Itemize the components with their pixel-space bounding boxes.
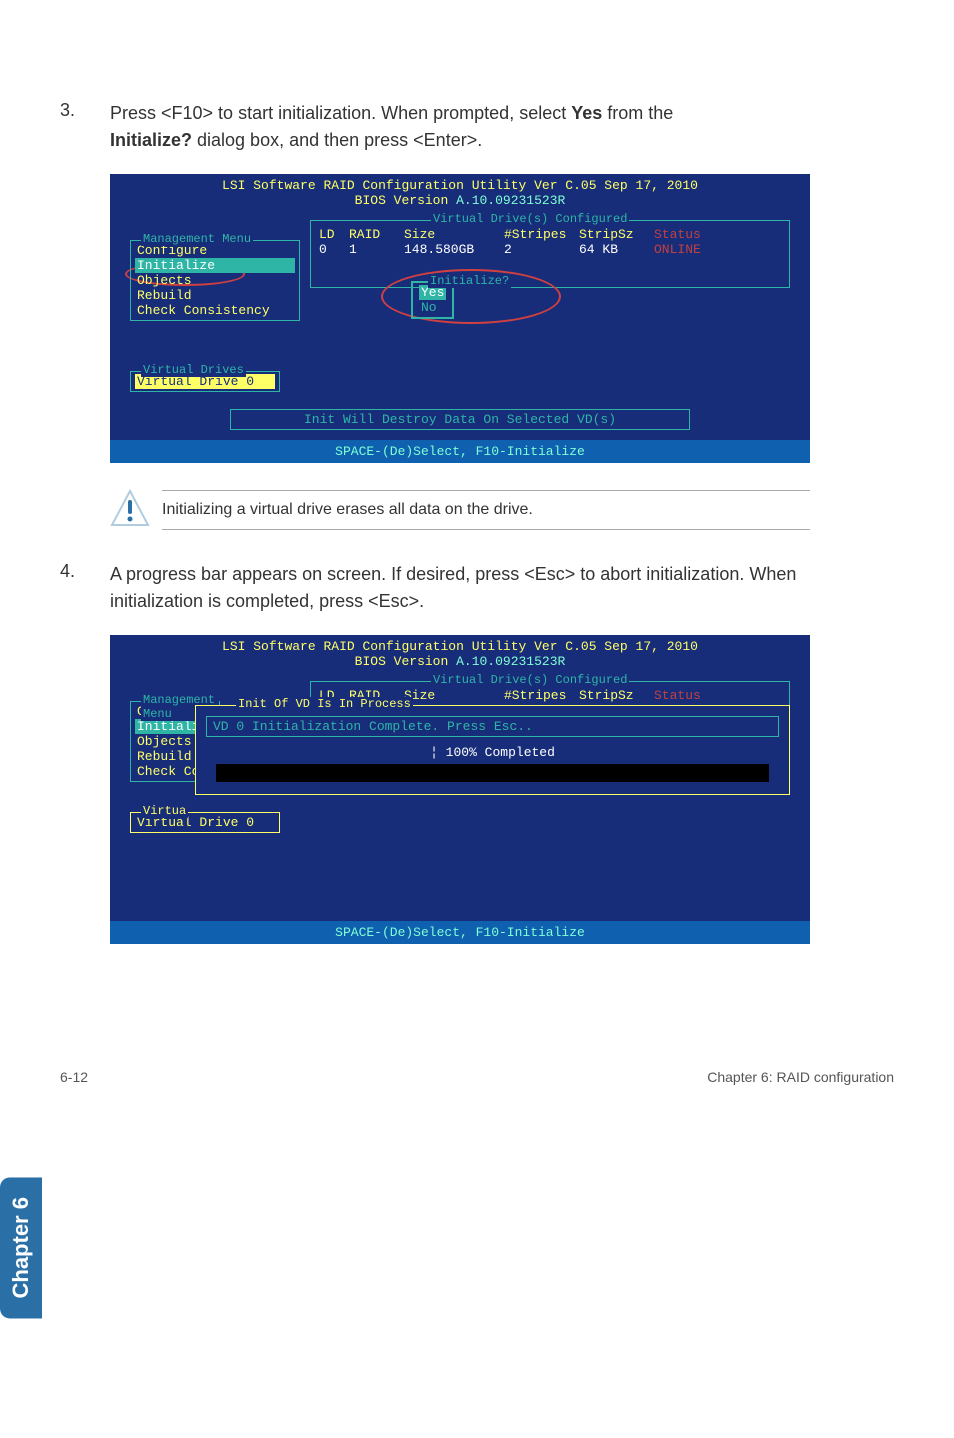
th-status: Status: [654, 688, 724, 703]
menu-item-rebuild[interactable]: Rebuild: [135, 288, 295, 303]
step-3: 3. Press <F10> to start initialization. …: [60, 100, 894, 154]
th-stripes: #Stripes: [504, 688, 579, 703]
bios-footer: SPACE-(De)Select, F10-Initialize: [110, 921, 810, 944]
text: dialog box, and then press <Enter>.: [192, 130, 482, 150]
th-stripsz: StripSz: [579, 688, 654, 703]
text-bold: Yes: [571, 103, 602, 123]
page-footer: 6-12 Chapter 6: RAID configuration: [0, 1009, 954, 1105]
th-stripsz: StripSz: [579, 227, 654, 242]
bios-version-value: A.10.09231523R: [456, 654, 565, 669]
vd-table: Virtual Drive(s) Configured LD RAID Size…: [310, 220, 790, 288]
dialog-option-no[interactable]: No: [419, 300, 446, 315]
bios-version-label: BIOS Version: [355, 193, 456, 208]
menu-item-check-consistency[interactable]: Check Consistency: [135, 303, 295, 318]
init-process-box: Init Of VD Is In Process VD 0 Initializa…: [195, 705, 790, 795]
virtual-drives-box: Virtual Drives Virtual Drive 0: [130, 371, 280, 392]
step-4: 4. A progress bar appears on screen. If …: [60, 561, 894, 615]
chapter-label: Chapter 6: RAID configuration: [707, 1069, 894, 1085]
td-stripes: 2: [504, 242, 579, 257]
table-header-row: LD RAID Size #Stripes StripSz Status: [319, 227, 781, 242]
table-caption: Virtual Drive(s) Configured: [431, 673, 629, 687]
th-raid: RAID: [349, 227, 404, 242]
step-number: 4.: [60, 561, 110, 615]
menu-title: Management Menu: [141, 232, 253, 246]
bios-screenshot-1: LSI Software RAID Configuration Utility …: [110, 174, 810, 463]
management-menu: Management Menu Configure Initialize Obj…: [130, 240, 300, 321]
td-stripsz: 64 KB: [579, 242, 654, 257]
th-size: Size: [404, 688, 504, 703]
th-stripes: #Stripes: [504, 227, 579, 242]
virtual-drives-box: Virtua Virtual Drive 0: [130, 812, 280, 833]
step-text: Press <F10> to start initialization. Whe…: [110, 100, 894, 154]
bios-header: LSI Software RAID Configuration Utility …: [110, 635, 810, 671]
virtual-drives-title: Virtual Drives: [141, 363, 246, 377]
th-status: Status: [654, 227, 724, 242]
bios-header: LSI Software RAID Configuration Utility …: [110, 174, 810, 210]
warning-note: Initializing a virtual drive erases all …: [110, 488, 810, 531]
bios-screenshot-2: LSI Software RAID Configuration Utility …: [110, 635, 810, 944]
bios-version-value: A.10.09231523R: [456, 193, 565, 208]
process-message: VD 0 Initialization Complete. Press Esc.…: [206, 716, 779, 737]
text: from the: [602, 103, 673, 123]
td-size: 148.580GB: [404, 242, 504, 257]
bios-status-bar: Init Will Destroy Data On Selected VD(s): [230, 409, 690, 430]
step-text: A progress bar appears on screen. If des…: [110, 561, 894, 615]
th-ld: LD: [319, 227, 349, 242]
text: Press <F10> to start initialization. Whe…: [110, 103, 571, 123]
bios-version-label: BIOS Version: [355, 654, 456, 669]
progress-text: ¦ 100% Completed: [206, 745, 779, 760]
td-ld: 0: [319, 242, 349, 257]
text-bold: Initialize?: [110, 130, 192, 150]
menu-item-objects[interactable]: Objects: [135, 273, 295, 288]
initialize-dialog: Initialize? Yes No: [411, 281, 454, 319]
bios-footer: SPACE-(De)Select, F10-Initialize: [110, 440, 810, 463]
note-text: Initializing a virtual drive erases all …: [162, 490, 810, 530]
td-status: ONLINE: [654, 242, 724, 257]
bios-title: LSI Software RAID Configuration Utility …: [110, 178, 810, 193]
menu-item-initialize[interactable]: Initialize: [135, 258, 295, 273]
process-title: Init Of VD Is In Process: [236, 697, 413, 711]
th-size: Size: [404, 227, 504, 242]
bios-title: LSI Software RAID Configuration Utility …: [110, 639, 810, 654]
td-raid: 1: [349, 242, 404, 257]
chapter-side-tab: Chapter 6: [0, 1177, 42, 1318]
step-number: 3.: [60, 100, 110, 154]
table-row[interactable]: 0 1 148.580GB 2 64 KB ONLINE: [319, 242, 781, 257]
footer-hint-a: SPACE-(De)Select,: [335, 925, 468, 940]
table-caption: Virtual Drive(s) Configured: [431, 212, 629, 226]
footer-hint-b: F10-Initialize: [468, 444, 585, 459]
dialog-title: Initialize?: [428, 274, 511, 288]
virtual-drives-title: Virtua: [141, 804, 188, 818]
progress-bar: [216, 764, 769, 782]
warning-icon: [110, 488, 150, 531]
footer-hint-b: F10-Initialize: [468, 925, 585, 940]
footer-hint-a: SPACE-(De)Select,: [335, 444, 468, 459]
page-number: 6-12: [60, 1069, 88, 1085]
